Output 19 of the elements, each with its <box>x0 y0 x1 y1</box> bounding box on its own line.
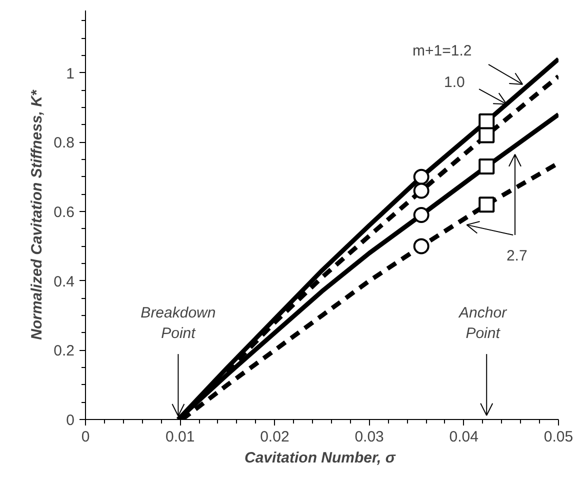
x-tick-label: 0 <box>81 428 90 446</box>
annotation: m+1=1.2 <box>412 42 472 60</box>
annotation: Anchor Point <box>458 304 508 342</box>
y-tick-label: 0.8 <box>54 134 75 152</box>
y-tick-label: 0.4 <box>54 273 75 290</box>
annotation: Breakdown Point <box>140 304 216 342</box>
x-tick-label: 0.02 <box>260 428 290 446</box>
y-tick-label: 0 <box>66 412 74 429</box>
x-tick-label: 0.04 <box>449 428 479 446</box>
y-tick-label: 0.6 <box>54 204 75 222</box>
y-tick-label: 1 <box>66 65 74 82</box>
x-tick-label: 0.03 <box>354 428 384 446</box>
annotation: 2.7 <box>506 248 528 265</box>
y-tick-label: 0.2 <box>54 342 75 360</box>
x-tick-label: 0.05 <box>544 428 574 446</box>
annotation: 1.0 <box>444 74 465 92</box>
x-axis-title: Cavitation Number, σ <box>244 450 396 466</box>
y-axis-title: Normalized Cavitation Stiffness, K* <box>28 88 46 340</box>
x-tick-label: 0.01 <box>166 428 195 446</box>
